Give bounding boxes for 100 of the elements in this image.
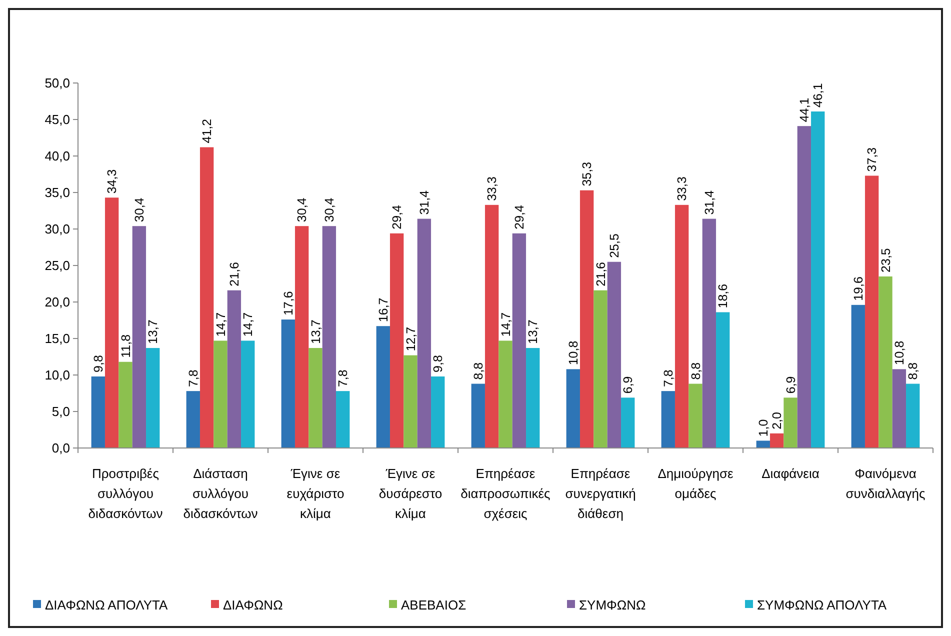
bar	[906, 384, 920, 448]
data-label: 12,7	[404, 326, 418, 352]
bar	[308, 348, 322, 448]
bar	[770, 433, 784, 448]
y-tick-label: 10,0	[44, 368, 70, 383]
data-label: 21,6	[228, 262, 242, 286]
y-tick-label: 25,0	[44, 258, 70, 274]
legend-label: ΔΙΑΦΩΝΩ ΑΠΟΛΥΤΑ	[45, 598, 168, 613]
data-label: 29,4	[390, 205, 404, 230]
x-tick-label: Φαινόμενα συνδιαλλαγής	[846, 466, 926, 501]
data-label: 14,7	[241, 312, 256, 337]
data-label: 1,0	[756, 419, 771, 437]
data-label: 8,8	[906, 362, 920, 380]
legend-label: ΣΥΜΦΩΝΩ ΑΠΟΛΥΤΑ	[757, 598, 887, 613]
data-label: 34,3	[105, 169, 120, 194]
y-tick-label: 45,0	[44, 112, 70, 128]
bar	[661, 391, 675, 448]
bar	[294, 226, 309, 448]
bar	[132, 226, 146, 448]
bar	[756, 440, 770, 448]
bar	[214, 340, 228, 448]
data-label: 2,0	[770, 412, 784, 430]
bar	[674, 204, 689, 448]
data-label: 19,6	[852, 276, 866, 301]
bar	[484, 204, 499, 448]
x-tick-label: Διάσταση συλλόγου διδασκόντων	[183, 466, 258, 521]
bar	[621, 398, 635, 448]
bar	[702, 218, 716, 448]
bar	[336, 391, 350, 448]
bar	[526, 348, 540, 448]
bar	[390, 233, 404, 448]
bar	[146, 348, 160, 448]
x-tick-label: Διαφάνεια	[762, 466, 820, 481]
bar	[594, 290, 608, 448]
bar	[811, 111, 825, 448]
data-label: 7,8	[186, 370, 201, 388]
data-label: 33,3	[675, 176, 690, 201]
data-label: 17,6	[282, 291, 296, 316]
bar	[91, 376, 105, 448]
data-label: 23,5	[878, 248, 893, 272]
bar	[471, 384, 485, 448]
bar	[322, 226, 336, 448]
data-label: 7,8	[662, 370, 676, 388]
data-label: 9,8	[431, 355, 446, 372]
x-tick-label: Επηρέασε διαπροσωπικές σχέσεις	[460, 466, 550, 521]
y-tick-label: 50,0	[44, 76, 70, 91]
data-label: 18,6	[716, 284, 730, 308]
bar	[376, 326, 390, 448]
bar	[580, 190, 594, 448]
data-label: 41,2	[200, 118, 214, 144]
data-label: 7,8	[336, 370, 350, 388]
bar	[797, 126, 812, 448]
data-label: 37,3	[865, 147, 880, 172]
data-label: 46,1	[811, 83, 826, 108]
y-tick-label: 30,0	[44, 222, 70, 237]
bar	[716, 312, 730, 448]
x-tick-label: Έγινε σε ευχάριστο κλίμα	[286, 466, 344, 521]
x-tick-label: Επηρέασε συνεργατική διάθεση	[565, 466, 636, 521]
bar	[186, 391, 200, 448]
data-label: 30,4	[295, 198, 310, 222]
bar	[864, 176, 879, 448]
bar	[227, 290, 242, 448]
data-label: 30,4	[322, 198, 337, 222]
bar	[241, 340, 255, 448]
bar	[688, 384, 702, 448]
bar	[851, 304, 865, 448]
data-label: 13,7	[526, 320, 540, 344]
legend-label: ΣΥΜΦΩΝΩ	[579, 598, 646, 613]
data-label: 13,7	[146, 320, 160, 344]
data-label: 8,8	[688, 362, 703, 380]
legend-label: ΑΒΕΒΑΙΟΣ	[401, 598, 466, 613]
y-tick-label: 20,0	[44, 294, 70, 310]
data-label: 6,9	[784, 376, 798, 394]
bar	[104, 198, 119, 448]
bar	[784, 398, 798, 448]
data-label: 25,5	[608, 233, 622, 258]
bar	[281, 320, 295, 448]
y-tick-label: 0,0	[52, 440, 70, 456]
data-label: 14,7	[498, 312, 513, 337]
bar	[607, 262, 622, 448]
y-tick-label: 15,0	[44, 331, 70, 346]
bar	[512, 233, 526, 448]
data-label: 44,1	[798, 98, 812, 122]
bar	[200, 147, 214, 448]
data-label: 31,4	[418, 190, 432, 215]
data-label: 8,8	[472, 362, 486, 380]
data-label: 29,4	[512, 205, 527, 230]
data-label: 10,8	[566, 340, 581, 366]
data-label: 31,4	[702, 190, 717, 215]
bar	[404, 355, 418, 448]
legend-label: ΔΙΑΦΩΝΩ	[223, 598, 284, 613]
bar	[498, 340, 512, 448]
bar	[892, 369, 906, 448]
y-tick-label: 35,0	[44, 185, 70, 200]
data-label: 14,7	[214, 312, 228, 337]
bar	[878, 276, 892, 448]
y-tick-label: 40,0	[44, 148, 70, 164]
bar	[118, 362, 132, 448]
data-label: 30,4	[132, 198, 147, 222]
y-tick-label: 5,0	[52, 404, 70, 420]
